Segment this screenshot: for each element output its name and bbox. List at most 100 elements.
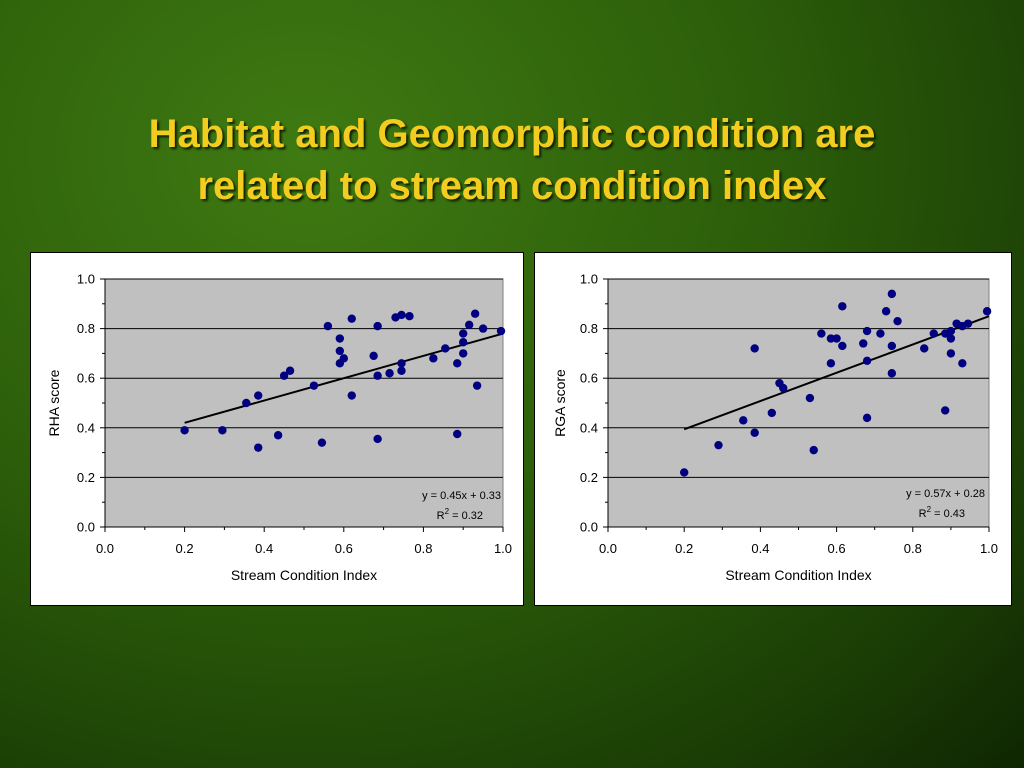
data-point (862, 356, 872, 366)
data-point (496, 326, 506, 336)
data-point (680, 468, 689, 477)
plot-area (607, 278, 990, 528)
data-point (279, 371, 289, 380)
data-point (369, 351, 378, 361)
data-point (920, 344, 929, 353)
data-point (464, 320, 474, 330)
data-point (862, 413, 872, 423)
y-tick-label: 0.2 (77, 470, 95, 485)
slide-title: Habitat and Geomorphic condition are rel… (0, 108, 1024, 212)
data-point (323, 321, 333, 331)
data-point (887, 341, 897, 351)
data-point (347, 314, 356, 323)
y-tick-label: 0.2 (580, 470, 598, 485)
slide-title-line-2: related to stream condition index (197, 164, 827, 208)
data-point (285, 366, 295, 375)
data-point (958, 359, 967, 368)
data-point (441, 344, 450, 353)
rga-scatter-chart: 0.0 0.2 0.4 0.6 0.8 1.0 0.0 0.2 0.4 0.6 0.8 1.0 Stre… (552, 272, 998, 584)
trendline-equation: y = 0.45x + 0.33 (422, 490, 501, 502)
data-point (309, 381, 319, 390)
data-point (750, 344, 759, 353)
data-point (335, 334, 345, 343)
x-tick-label: 0.0 (599, 541, 617, 556)
rha-scatter-chart: 0.0 0.2 0.4 0.6 0.8 1.0 0.0 0.2 0.4 0.6 0.8 1.0 Stre… (46, 272, 512, 584)
data-point (809, 445, 818, 455)
x-tick-label: 0.4 (751, 541, 769, 556)
y-tick-label: 0.4 (580, 420, 598, 435)
data-point (459, 338, 468, 347)
data-point (779, 383, 788, 393)
data-point (929, 329, 938, 338)
x-tick-label: 0.6 (828, 541, 846, 556)
data-point (750, 428, 759, 437)
x-tick-label: 0.2 (675, 541, 693, 556)
data-point (459, 349, 468, 358)
rha-chart-panel: 0.0 0.2 0.4 0.6 0.8 1.0 0.0 0.2 0.4 0.6 0.8 1.0 Stre… (30, 252, 524, 606)
y-tick-label: 0.8 (77, 321, 95, 336)
y-axis-label: RHA score (46, 369, 62, 436)
data-point (405, 312, 414, 321)
y-tick-label: 0.8 (580, 321, 598, 336)
data-point (859, 339, 868, 348)
x-tick-label: 0.4 (255, 541, 273, 556)
y-axis-label: RGA score (552, 369, 568, 437)
x-tick-label: 1.0 (980, 541, 998, 556)
data-point (887, 289, 897, 299)
trendline-equation: y = 0.57x + 0.28 (906, 488, 985, 500)
data-point (317, 438, 327, 447)
data-point (478, 324, 488, 333)
x-tick-label: 1.0 (494, 541, 512, 556)
data-point (470, 309, 480, 318)
data-point (767, 408, 777, 418)
data-point (373, 434, 382, 444)
y-tick-label: 1.0 (580, 272, 598, 287)
data-point (242, 398, 251, 408)
data-point (180, 426, 189, 435)
data-point (881, 307, 891, 316)
data-point (429, 354, 438, 363)
data-point (254, 391, 263, 400)
data-point (963, 319, 973, 328)
data-point (832, 334, 841, 343)
x-tick-label: 0.2 (176, 541, 194, 556)
data-point (453, 429, 462, 439)
trendline (683, 315, 990, 431)
data-point (397, 310, 406, 320)
rga-chart-panel: 0.0 0.2 0.4 0.6 0.8 1.0 0.0 0.2 0.4 0.6 0.8 1.0 Stre… (534, 252, 1012, 606)
slide-title-line-1: Habitat and Geomorphic condition are (148, 112, 876, 156)
data-point (838, 341, 847, 351)
r-squared-label: R2 = 0.32 (437, 507, 483, 522)
data-point (335, 346, 345, 356)
y-tick-label: 0.6 (77, 371, 95, 386)
data-point (862, 326, 872, 336)
data-point (385, 369, 394, 378)
data-point (459, 329, 468, 338)
y-tick-label: 0.0 (580, 520, 598, 535)
data-point (714, 440, 723, 450)
x-tick-label: 0.0 (96, 541, 114, 556)
data-point (876, 329, 885, 338)
data-point (347, 391, 356, 400)
data-point (982, 307, 992, 316)
data-point (373, 321, 382, 331)
data-point (339, 354, 348, 363)
x-tick-label: 0.8 (904, 541, 922, 556)
data-point (218, 426, 227, 435)
data-point (254, 443, 263, 452)
data-point (940, 406, 950, 415)
data-point (838, 302, 847, 311)
data-point (893, 316, 902, 326)
y-tick-label: 1.0 (77, 272, 95, 287)
data-point (739, 416, 748, 425)
data-point (273, 431, 283, 440)
data-point (946, 326, 956, 336)
data-point (946, 349, 956, 358)
data-point (817, 329, 826, 338)
data-point (397, 366, 406, 375)
x-tick-label: 0.8 (414, 541, 432, 556)
data-point (946, 334, 956, 343)
data-point (397, 359, 406, 368)
data-point (805, 393, 815, 403)
x-tick-label: 0.6 (335, 541, 353, 556)
